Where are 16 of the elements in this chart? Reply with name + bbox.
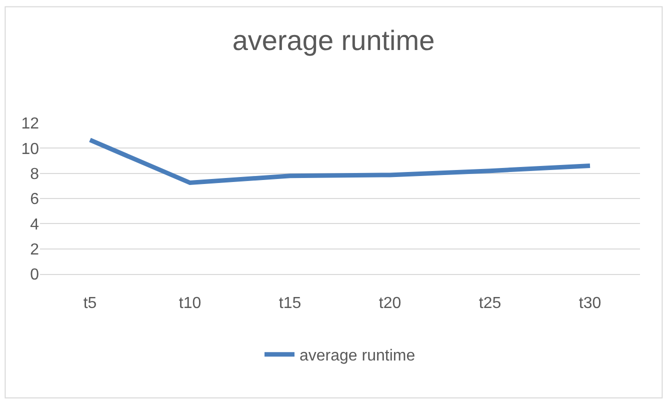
legend-label: average runtime [300, 348, 416, 365]
x-tick-label: t15 [278, 295, 302, 312]
y-tick-label: 6 [30, 191, 40, 208]
y-tick-label: 8 [30, 166, 40, 183]
x-tick-label: t20 [378, 295, 402, 312]
y-tick-label: 4 [30, 216, 40, 234]
chart-title: average runtime [232, 24, 435, 56]
x-tick-label: t30 [578, 295, 602, 312]
y-tick-label: 2 [30, 241, 40, 258]
y-tick-label: 0 [30, 266, 40, 284]
x-tick-label: t5 [83, 295, 97, 312]
x-tick-label: t25 [478, 295, 502, 312]
y-tick-label: 10 [21, 140, 40, 158]
x-tick-label: t10 [178, 295, 202, 312]
line-series [88, 138, 592, 186]
y-tick-label: 12 [21, 116, 40, 133]
